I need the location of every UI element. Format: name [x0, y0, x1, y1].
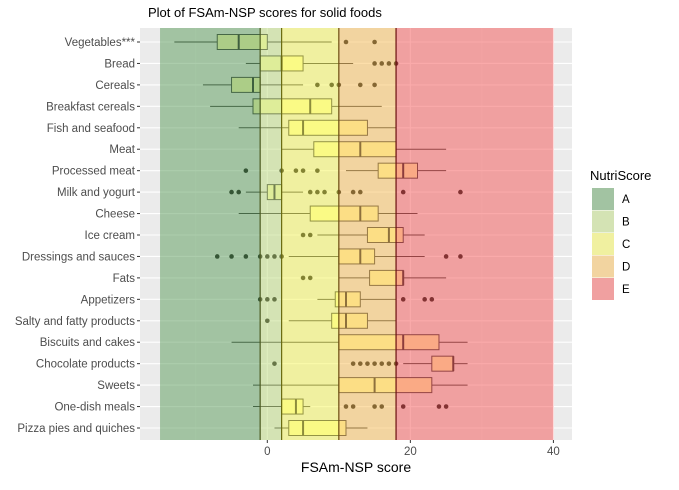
legend-key-e: [592, 278, 614, 300]
y-tick-label: Chocolate products: [36, 359, 135, 371]
legend-label: A: [622, 194, 630, 206]
y-tick-label: Bread: [104, 58, 135, 70]
legend-key-a: [592, 188, 614, 210]
legend-key-c: [592, 233, 614, 255]
legend-key-b: [592, 210, 614, 233]
y-tick-label: Milk and yogurt: [57, 187, 136, 199]
legend-title: NutriScore: [590, 168, 651, 183]
x-axis-label: FSAm-NSP score: [301, 459, 411, 475]
y-tick-label: Breakfast cereals: [46, 101, 135, 113]
y-tick-label: Pizza pies and quiches: [17, 423, 135, 435]
y-tick-label: Dressings and sauces: [22, 251, 135, 263]
nutriscore-band-a: [160, 28, 261, 440]
nutriscore-band-c: [281, 28, 339, 440]
x-tick-label: 20: [404, 446, 417, 458]
y-tick-label: Ice cream: [85, 230, 136, 242]
nutriscore-band-e: [396, 28, 554, 440]
legend-label: C: [622, 239, 630, 251]
y-tick-label: Cereals: [95, 80, 135, 92]
x-tick-label: 40: [547, 446, 560, 458]
y-tick-label: Cheese: [95, 209, 135, 221]
y-tick-label: Meat: [109, 144, 135, 156]
y-tick-label: Salty and fatty products: [15, 316, 135, 328]
y-tick-label: Sweets: [97, 380, 135, 392]
y-tick-label: Fish and seafood: [47, 123, 135, 135]
y-tick-label: Biscuits and cakes: [40, 337, 135, 349]
y-tick-label: One-dish meals: [54, 402, 135, 414]
legend-label: E: [622, 284, 630, 296]
y-tick-label: Vegetables***: [65, 37, 136, 49]
x-tick-label: 0: [264, 446, 270, 458]
y-tick-label: Appetizers: [81, 294, 136, 306]
legend-label: B: [622, 217, 630, 229]
chart-title: Plot of FSAm-NSP scores for solid foods: [148, 5, 382, 20]
y-tick-label: Processed meat: [52, 166, 136, 178]
y-tick-label: Fats: [113, 273, 136, 285]
legend-label: D: [622, 262, 630, 274]
legend-key-d: [592, 255, 614, 278]
nutriscore-band-b: [260, 28, 282, 440]
nutriscore-band-d: [338, 28, 397, 440]
